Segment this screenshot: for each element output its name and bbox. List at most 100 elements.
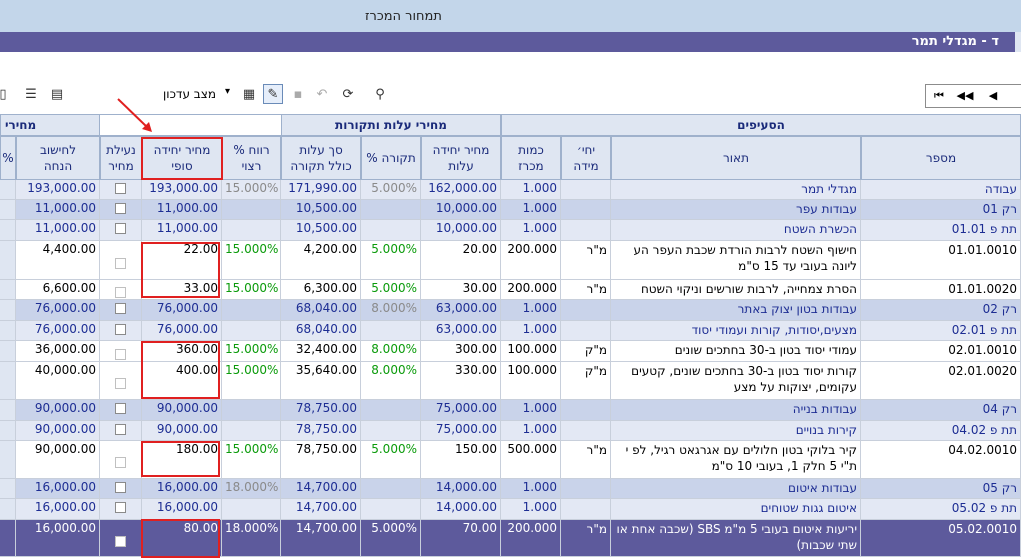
col-header-cost-price[interactable]: מחיר יחידה עלות xyxy=(421,136,501,180)
cell-final[interactable]: 16,000.00 xyxy=(142,499,222,520)
lock-price-cell[interactable] xyxy=(100,300,142,321)
lock-price-checkbox[interactable] xyxy=(115,258,126,269)
col-header-overhead[interactable]: % תקורה xyxy=(361,136,421,180)
cell-unit: מ"ר xyxy=(561,441,611,479)
table-row[interactable]: 76,000.00 76,000.00 68,040.00 63,000.00 1.00… xyxy=(0,321,1021,341)
cell-calc-value: 36,000.00 xyxy=(34,342,96,356)
cell-num-value: רק 01 xyxy=(982,202,1017,216)
cell-final[interactable]: 90,000.00 xyxy=(142,421,222,441)
cell-final[interactable]: 90,000.00 xyxy=(142,400,222,421)
lock-price-checkbox[interactable] xyxy=(115,424,126,435)
lock-price-cell[interactable] xyxy=(100,241,142,280)
first-record-button[interactable]: ⏮ xyxy=(934,88,944,102)
cell-calc-value: 16,000.00 xyxy=(34,480,96,494)
lock-price-checkbox[interactable] xyxy=(115,378,126,389)
active-edit-icon[interactable]: ✎ xyxy=(263,84,283,104)
cell-qty: 200.000 xyxy=(501,280,561,300)
cell-num: תת פ 02.01 xyxy=(861,321,1021,341)
cell-final[interactable]: 360.00 xyxy=(142,341,222,362)
table-row[interactable]: 90,000.00 90,000.00 78,750.00 75,000.00 1.00… xyxy=(0,400,1021,421)
col-header-desc[interactable]: תאור xyxy=(611,136,861,180)
col-header-lock[interactable]: נעילת מחיר xyxy=(100,136,142,180)
table-row[interactable]: 11,000.00 11,000.00 10,500.00 10,000.00 1.00… xyxy=(0,220,1021,241)
cell-final[interactable]: 11,000.00 xyxy=(142,200,222,220)
lock-price-cell[interactable] xyxy=(100,441,142,479)
lock-price-checkbox[interactable] xyxy=(115,223,126,234)
lock-price-cell[interactable] xyxy=(100,400,142,421)
lock-price-cell[interactable] xyxy=(100,520,142,557)
cell-num: תת פ 04.02 xyxy=(861,421,1021,441)
lock-price-checkbox[interactable] xyxy=(115,403,126,414)
col-header-cost-total[interactable]: סך עלות כולל תקורה xyxy=(281,136,361,180)
print-preview-icon[interactable]: ▤ xyxy=(50,86,64,102)
col-header-qty[interactable]: כמות מכרז xyxy=(501,136,561,180)
lock-price-cell[interactable] xyxy=(100,421,142,441)
cell-final[interactable]: 76,000.00 xyxy=(142,300,222,321)
undo-icon[interactable]: ↶ xyxy=(316,86,328,102)
lock-price-checkbox[interactable] xyxy=(115,349,126,360)
col-header-profit[interactable]: % רווח רצוי xyxy=(222,136,281,180)
lock-price-cell[interactable] xyxy=(100,200,142,220)
save-icon[interactable]: ▪ xyxy=(293,86,303,102)
lock-price-cell[interactable] xyxy=(100,321,142,341)
table-row[interactable]: 11,000.00 11,000.00 10,500.00 10,000.00 1.00… xyxy=(0,200,1021,220)
lock-price-checkbox[interactable] xyxy=(115,303,126,314)
cell-final[interactable]: 33.00 xyxy=(142,280,222,300)
lock-price-checkbox[interactable] xyxy=(115,457,126,468)
cell-calc: 90,000.00 xyxy=(16,421,100,441)
cell-cost-value: 300.00 xyxy=(455,342,497,356)
binoculars-icon[interactable]: ⚲ xyxy=(375,86,385,102)
lock-price-cell[interactable] xyxy=(100,280,142,300)
cell-prof-value: 15.000% xyxy=(225,342,279,356)
col-header-calc[interactable]: לחישוב הנחה xyxy=(16,136,100,180)
col-header-unit[interactable]: יחי׳ מידה xyxy=(561,136,611,180)
table-row[interactable]: 4,400.00 22.00 15.000% 4,200.00 5.000% 20.00 2… xyxy=(0,241,1021,280)
table-row[interactable]: 90,000.00 180.00 15.000% 78,750.00 5.000% 150… xyxy=(0,441,1021,479)
cell-final[interactable]: 11,000.00 xyxy=(142,220,222,241)
table-row[interactable]: 193,000.00 193,000.00 15.000% 171,990.00 5.0… xyxy=(0,180,1021,200)
cell-cost-value: 14,000.00 xyxy=(435,500,497,514)
lock-price-cell[interactable] xyxy=(100,180,142,200)
table-row[interactable]: 36,000.00 360.00 15.000% 32,400.00 8.000% 300… xyxy=(0,341,1021,362)
cell-final-value: 180.00 xyxy=(176,442,218,456)
table-row[interactable]: 16,000.00 16,000.00 14,700.00 14,000.00 1.00… xyxy=(0,499,1021,520)
cell-final[interactable]: 16,000.00 xyxy=(142,479,222,499)
lock-price-checkbox[interactable] xyxy=(115,536,126,547)
cell-final[interactable]: 76,000.00 xyxy=(142,321,222,341)
refresh-icon[interactable]: ⟳ xyxy=(342,86,354,102)
list-icon[interactable]: ☰ xyxy=(25,86,37,102)
lock-price-checkbox[interactable] xyxy=(115,287,126,298)
lock-price-cell[interactable] xyxy=(100,479,142,499)
col-header-final-price[interactable]: מחיר יחידה סופי xyxy=(142,136,222,180)
lock-price-cell[interactable] xyxy=(100,341,142,362)
table-row[interactable]: 6,600.00 33.00 15.000% 6,300.00 5.000% 30.00 2… xyxy=(0,280,1021,300)
cell-desc: יריעות איטום בעובי 5 מ"מ SBS (שכבה אחת א… xyxy=(611,520,861,557)
lock-price-cell[interactable] xyxy=(100,499,142,520)
col-header-edge[interactable]: % xyxy=(0,136,16,180)
cell-calc: 36,000.00 xyxy=(16,341,100,362)
lock-price-checkbox[interactable] xyxy=(115,183,126,194)
cell-final[interactable]: 193,000.00 xyxy=(142,180,222,200)
grid-view-icon[interactable]: ▦ xyxy=(242,86,256,102)
lock-price-cell[interactable] xyxy=(100,362,142,400)
cell-final[interactable]: 180.00 xyxy=(142,441,222,479)
lock-price-checkbox[interactable] xyxy=(115,482,126,493)
new-doc-icon[interactable]: ▯ xyxy=(0,86,7,102)
table-row[interactable]: 90,000.00 90,000.00 78,750.00 75,000.00 1.00… xyxy=(0,421,1021,441)
cell-final[interactable]: 22.00 xyxy=(142,241,222,280)
lock-price-checkbox[interactable] xyxy=(115,203,126,214)
prev-record-button[interactable]: ◀ xyxy=(988,89,998,102)
table-row[interactable]: 40,000.00 400.00 15.000% 35,640.00 8.000% 330… xyxy=(0,362,1021,400)
lock-price-checkbox[interactable] xyxy=(115,502,126,513)
table-row[interactable]: 76,000.00 76,000.00 68,040.00 8.000% 63,000.… xyxy=(0,300,1021,321)
lock-price-cell[interactable] xyxy=(100,220,142,241)
cell-qty: 100.000 xyxy=(501,341,561,362)
col-header-number[interactable]: מספר xyxy=(861,136,1021,180)
table-row[interactable]: 16,000.00 16,000.00 18.000% 14,700.00 14,000… xyxy=(0,479,1021,499)
lock-price-checkbox[interactable] xyxy=(115,324,126,335)
cell-final[interactable]: 400.00 xyxy=(142,362,222,400)
cell-qty: 1.000 xyxy=(501,321,561,341)
state-select[interactable]: מצב עדכון ▾ xyxy=(80,85,232,103)
prev-page-button[interactable]: ◀◀ xyxy=(956,89,974,102)
table-row-selected[interactable]: 16,000.00 80.00 18.000% 14,700.00 5.000% 70.0… xyxy=(0,520,1021,557)
